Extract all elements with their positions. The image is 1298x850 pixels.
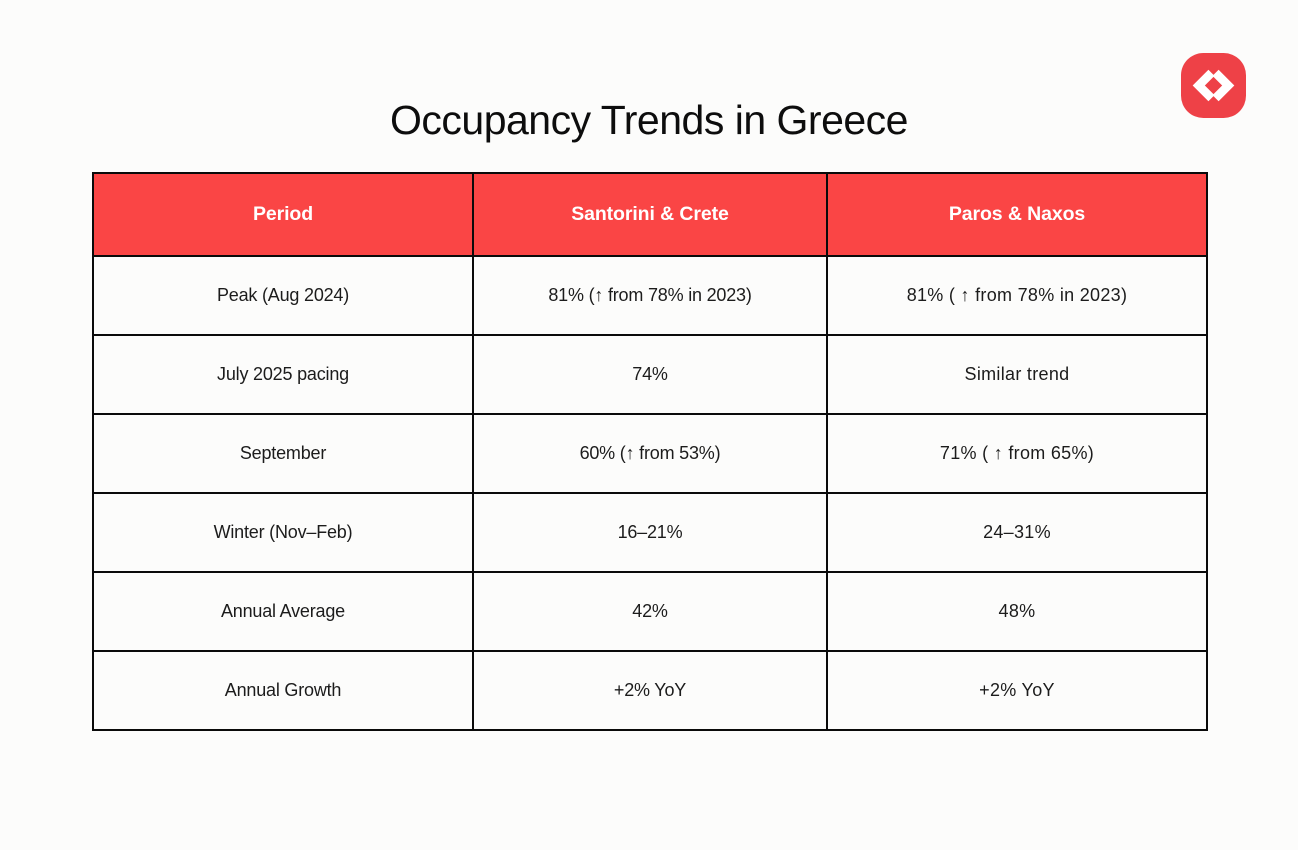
table-cell: 81% (↑ from 78% in 2023): [472, 255, 828, 336]
code-brackets-icon: [1181, 53, 1246, 118]
table-cell: 16–21%: [472, 492, 828, 573]
table-cell: September: [92, 413, 474, 494]
table-row: Winter (Nov–Feb) 16–21% 24–31%: [92, 492, 1208, 573]
logo-badge: [1181, 53, 1246, 118]
occupancy-table: Period Santorini & Crete Paros & Naxos P…: [92, 172, 1208, 731]
table-cell: +2% YoY: [826, 650, 1208, 731]
table-cell: Winter (Nov–Feb): [92, 492, 474, 573]
table-row: Annual Growth +2% YoY +2% YoY: [92, 650, 1208, 731]
table-row: September 60% (↑ from 53%) 71% ( ↑ from …: [92, 413, 1208, 494]
table-header-row: Period Santorini & Crete Paros & Naxos: [92, 172, 1208, 257]
table-cell: 71% ( ↑ from 65%): [826, 413, 1208, 494]
page-title: Occupancy Trends in Greece: [390, 97, 908, 143]
table-cell: Annual Growth: [92, 650, 474, 731]
table-cell: Annual Average: [92, 571, 474, 652]
table-row: Peak (Aug 2024) 81% (↑ from 78% in 2023)…: [92, 255, 1208, 336]
table-cell: 81% ( ↑ from 78% in 2023): [826, 255, 1208, 336]
table-cell: 48%: [826, 571, 1208, 652]
table-row: July 2025 pacing 74% Similar trend: [92, 334, 1208, 415]
column-header-period: Period: [92, 172, 474, 257]
column-header-santorini-crete: Santorini & Crete: [472, 172, 828, 257]
table-cell: 60% (↑ from 53%): [472, 413, 828, 494]
table-cell: Peak (Aug 2024): [92, 255, 474, 336]
column-header-paros-naxos: Paros & Naxos: [826, 172, 1208, 257]
table-row: Annual Average 42% 48%: [92, 571, 1208, 652]
table-cell: 42%: [472, 571, 828, 652]
table-cell: Similar trend: [826, 334, 1208, 415]
table-cell: +2% YoY: [472, 650, 828, 731]
table-cell: July 2025 pacing: [92, 334, 474, 415]
table-cell: 24–31%: [826, 492, 1208, 573]
table-cell: 74%: [472, 334, 828, 415]
